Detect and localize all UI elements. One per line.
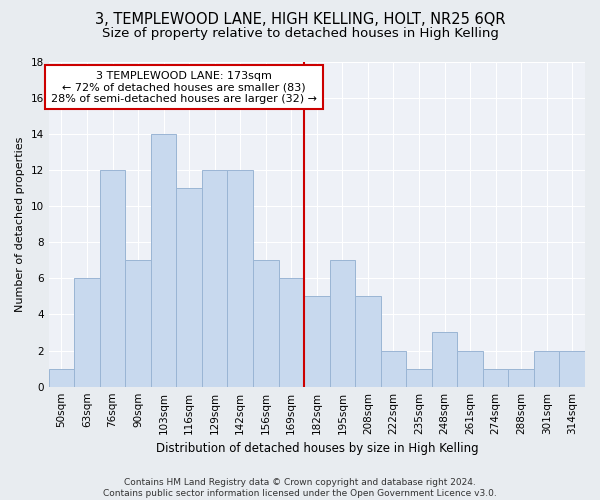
Bar: [278, 278, 304, 386]
Bar: [406, 368, 432, 386]
X-axis label: Distribution of detached houses by size in High Kelling: Distribution of detached houses by size …: [155, 442, 478, 455]
Bar: [457, 350, 483, 386]
Text: Size of property relative to detached houses in High Kelling: Size of property relative to detached ho…: [101, 28, 499, 40]
Bar: [253, 260, 278, 386]
Bar: [355, 296, 380, 386]
Text: 3, TEMPLEWOOD LANE, HIGH KELLING, HOLT, NR25 6QR: 3, TEMPLEWOOD LANE, HIGH KELLING, HOLT, …: [95, 12, 505, 28]
Bar: [329, 260, 355, 386]
Bar: [74, 278, 100, 386]
Bar: [304, 296, 329, 386]
Bar: [227, 170, 253, 386]
Bar: [151, 134, 176, 386]
Text: 3 TEMPLEWOOD LANE: 173sqm
← 72% of detached houses are smaller (83)
28% of semi-: 3 TEMPLEWOOD LANE: 173sqm ← 72% of detac…: [51, 70, 317, 104]
Bar: [176, 188, 202, 386]
Bar: [202, 170, 227, 386]
Y-axis label: Number of detached properties: Number of detached properties: [15, 136, 25, 312]
Bar: [508, 368, 534, 386]
Bar: [49, 368, 74, 386]
Bar: [483, 368, 508, 386]
Bar: [432, 332, 457, 386]
Bar: [559, 350, 585, 386]
Bar: [534, 350, 559, 386]
Text: Contains HM Land Registry data © Crown copyright and database right 2024.
Contai: Contains HM Land Registry data © Crown c…: [103, 478, 497, 498]
Bar: [100, 170, 125, 386]
Bar: [125, 260, 151, 386]
Bar: [380, 350, 406, 386]
